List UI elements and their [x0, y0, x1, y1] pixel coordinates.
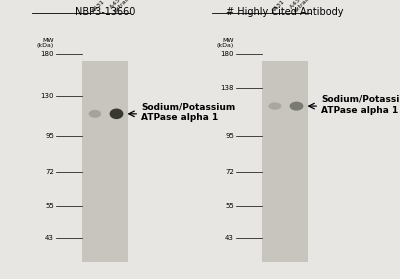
Text: Sodium/Potassium
ATPase alpha 1: Sodium/Potassium ATPase alpha 1 — [141, 102, 236, 122]
Text: A431 membrane
extract: A431 membrane extract — [109, 0, 154, 14]
Text: 95: 95 — [45, 133, 54, 139]
Text: 95: 95 — [225, 133, 234, 139]
Ellipse shape — [89, 110, 101, 118]
Text: 43: 43 — [45, 235, 54, 241]
Text: 138: 138 — [220, 85, 234, 91]
Ellipse shape — [268, 102, 282, 110]
Bar — [82, 61, 128, 262]
Text: 55: 55 — [225, 203, 234, 209]
Text: 72: 72 — [45, 169, 54, 175]
Ellipse shape — [290, 102, 304, 110]
Text: 180: 180 — [40, 51, 54, 57]
Text: 43: 43 — [225, 235, 234, 241]
Text: Sodium/Potassium
ATPase alpha 1: Sodium/Potassium ATPase alpha 1 — [321, 95, 400, 115]
Text: MW
(kDa): MW (kDa) — [217, 38, 234, 49]
Text: MW
(kDa): MW (kDa) — [37, 38, 54, 49]
Text: # Highly Cited Antibody: # Highly Cited Antibody — [226, 7, 344, 17]
Ellipse shape — [110, 109, 123, 119]
Text: 55: 55 — [45, 203, 54, 209]
Text: A431: A431 — [91, 0, 106, 14]
Text: 72: 72 — [225, 169, 234, 175]
Text: NBP3-13660: NBP3-13660 — [75, 7, 135, 17]
Text: A431 membrane
extract: A431 membrane extract — [289, 0, 334, 14]
Text: A431: A431 — [271, 0, 286, 14]
Text: 180: 180 — [220, 51, 234, 57]
Text: 130: 130 — [40, 93, 54, 99]
Bar — [262, 61, 308, 262]
